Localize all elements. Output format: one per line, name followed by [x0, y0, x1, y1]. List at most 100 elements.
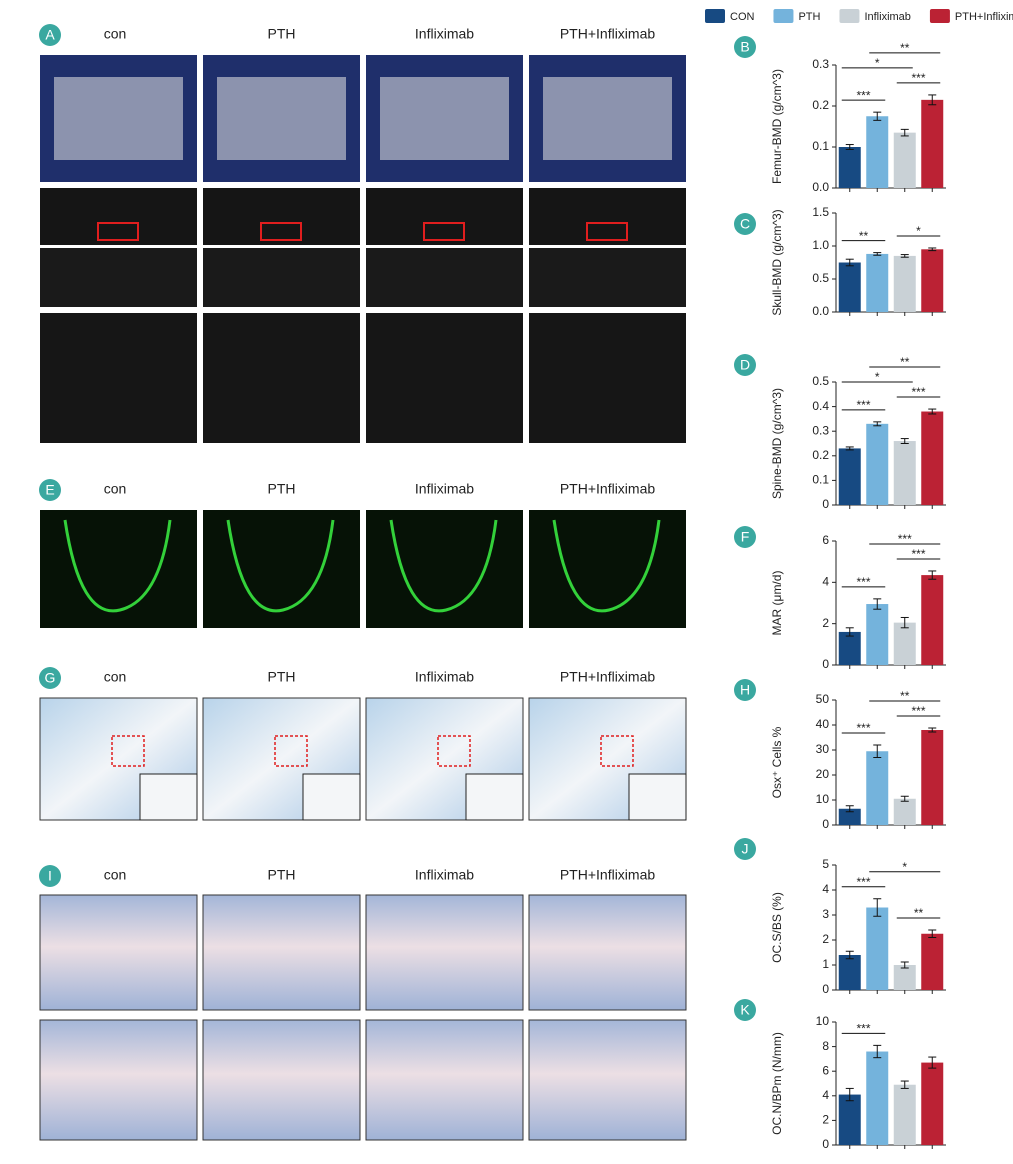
roi-box [97, 222, 139, 241]
bar [921, 1062, 944, 1145]
bar [893, 798, 916, 825]
panel-letter: F [741, 529, 750, 545]
micrograph [529, 188, 686, 245]
bar [866, 751, 889, 825]
micrograph [366, 188, 523, 245]
roi-box [111, 735, 145, 767]
bar [838, 808, 861, 825]
y-tick-label: 0.0 [812, 304, 829, 318]
y-tick-label: 0.0 [812, 180, 829, 194]
y-tick-label: 6 [822, 1063, 829, 1077]
panel-letter: I [48, 868, 52, 884]
micrograph [529, 248, 686, 307]
micrograph [528, 1019, 687, 1141]
group-label: PTH [268, 481, 296, 497]
legend-swatch [705, 9, 725, 23]
panel-letter: C [740, 216, 750, 232]
y-tick-label: 30 [816, 742, 830, 756]
fluorescent-label [552, 519, 661, 613]
significance-label: * [875, 56, 880, 70]
micrograph [39, 1019, 198, 1141]
group-label: Infliximab [415, 26, 474, 42]
significance-label: *** [911, 704, 925, 718]
significance-label: *** [856, 398, 870, 412]
legend: CON PTH Infliximab PTH+Infliximab [705, 9, 1013, 23]
roi-box [600, 735, 634, 767]
micrograph [528, 894, 687, 1011]
group-label: Infliximab [415, 669, 474, 685]
legend-swatch [929, 9, 950, 23]
bar [866, 423, 889, 505]
bone-render [54, 77, 183, 160]
significance-label: *** [856, 575, 870, 589]
panel-letter: D [740, 357, 750, 373]
legend-label: PTH [798, 11, 820, 23]
bone-render [380, 77, 509, 160]
y-tick-label: 0.1 [812, 139, 829, 153]
legend-label: PTH+Infliximab [955, 11, 1013, 23]
micrograph [203, 188, 360, 245]
micrograph [202, 894, 361, 1011]
y-tick-label: 10 [816, 1014, 830, 1028]
panel-badge [39, 667, 61, 689]
bar [838, 448, 861, 505]
y-axis-label: OC.S/BS (%) [770, 892, 784, 963]
group-label: PTH [268, 669, 296, 685]
micrograph [203, 313, 360, 443]
y-tick-label: 0.4 [812, 399, 829, 413]
bar [921, 730, 944, 825]
y-axis-label: Femur-BMD (g/cm^3) [770, 69, 784, 184]
panel-letter: H [740, 682, 750, 698]
y-tick-label: 5 [822, 857, 829, 871]
y-tick-label: 4 [822, 882, 829, 896]
bar [866, 907, 889, 990]
panel-badge [39, 24, 61, 46]
group-label: PTH+Infliximab [560, 481, 656, 497]
y-axis-label: Spine-BMD (g/cm^3) [770, 388, 784, 499]
bar [893, 255, 916, 312]
y-tick-label: 0 [822, 657, 829, 671]
bar [921, 575, 944, 665]
micrograph [202, 1019, 361, 1141]
y-tick-label: 0.2 [812, 98, 829, 112]
y-tick-label: 50 [816, 692, 830, 706]
significance-label: ** [900, 355, 910, 369]
y-tick-label: 1.0 [812, 238, 829, 252]
y-tick-label: 0.1 [812, 473, 829, 487]
bar [838, 1094, 861, 1145]
panel-badge [39, 479, 61, 501]
significance-label: ** [859, 229, 869, 243]
bar [921, 933, 944, 990]
bar [893, 132, 916, 188]
legend-swatch [773, 9, 794, 23]
y-tick-label: 40 [816, 717, 830, 731]
bar [893, 622, 916, 665]
bone-render [543, 77, 672, 160]
group-label: PTH+Infliximab [560, 867, 656, 883]
y-tick-label: 2 [822, 932, 829, 946]
panel-letter: A [45, 27, 55, 43]
significance-label: * [916, 224, 921, 238]
bar [866, 604, 889, 665]
significance-label: ** [900, 41, 910, 55]
y-axis-label: OC.N/BPm (N/mm) [770, 1032, 784, 1135]
panel-badge [39, 865, 61, 887]
y-tick-label: 2 [822, 616, 829, 630]
roi-box [260, 222, 302, 241]
micrograph [365, 894, 524, 1011]
y-tick-label: 4 [822, 1088, 829, 1102]
significance-label: * [902, 860, 907, 874]
y-tick-label: 10 [816, 792, 830, 806]
inset [628, 773, 687, 821]
group-label: PTH [268, 26, 296, 42]
y-tick-label: 3 [822, 907, 829, 921]
significance-label: ** [900, 689, 910, 703]
bar [893, 441, 916, 505]
y-tick-label: 0.3 [812, 57, 829, 71]
roi-box [274, 735, 308, 767]
y-axis-label: MAR (μm/d) [770, 571, 784, 636]
bone-render [217, 77, 346, 160]
panel-letter: B [740, 39, 749, 55]
y-tick-label: 2 [822, 1113, 829, 1127]
